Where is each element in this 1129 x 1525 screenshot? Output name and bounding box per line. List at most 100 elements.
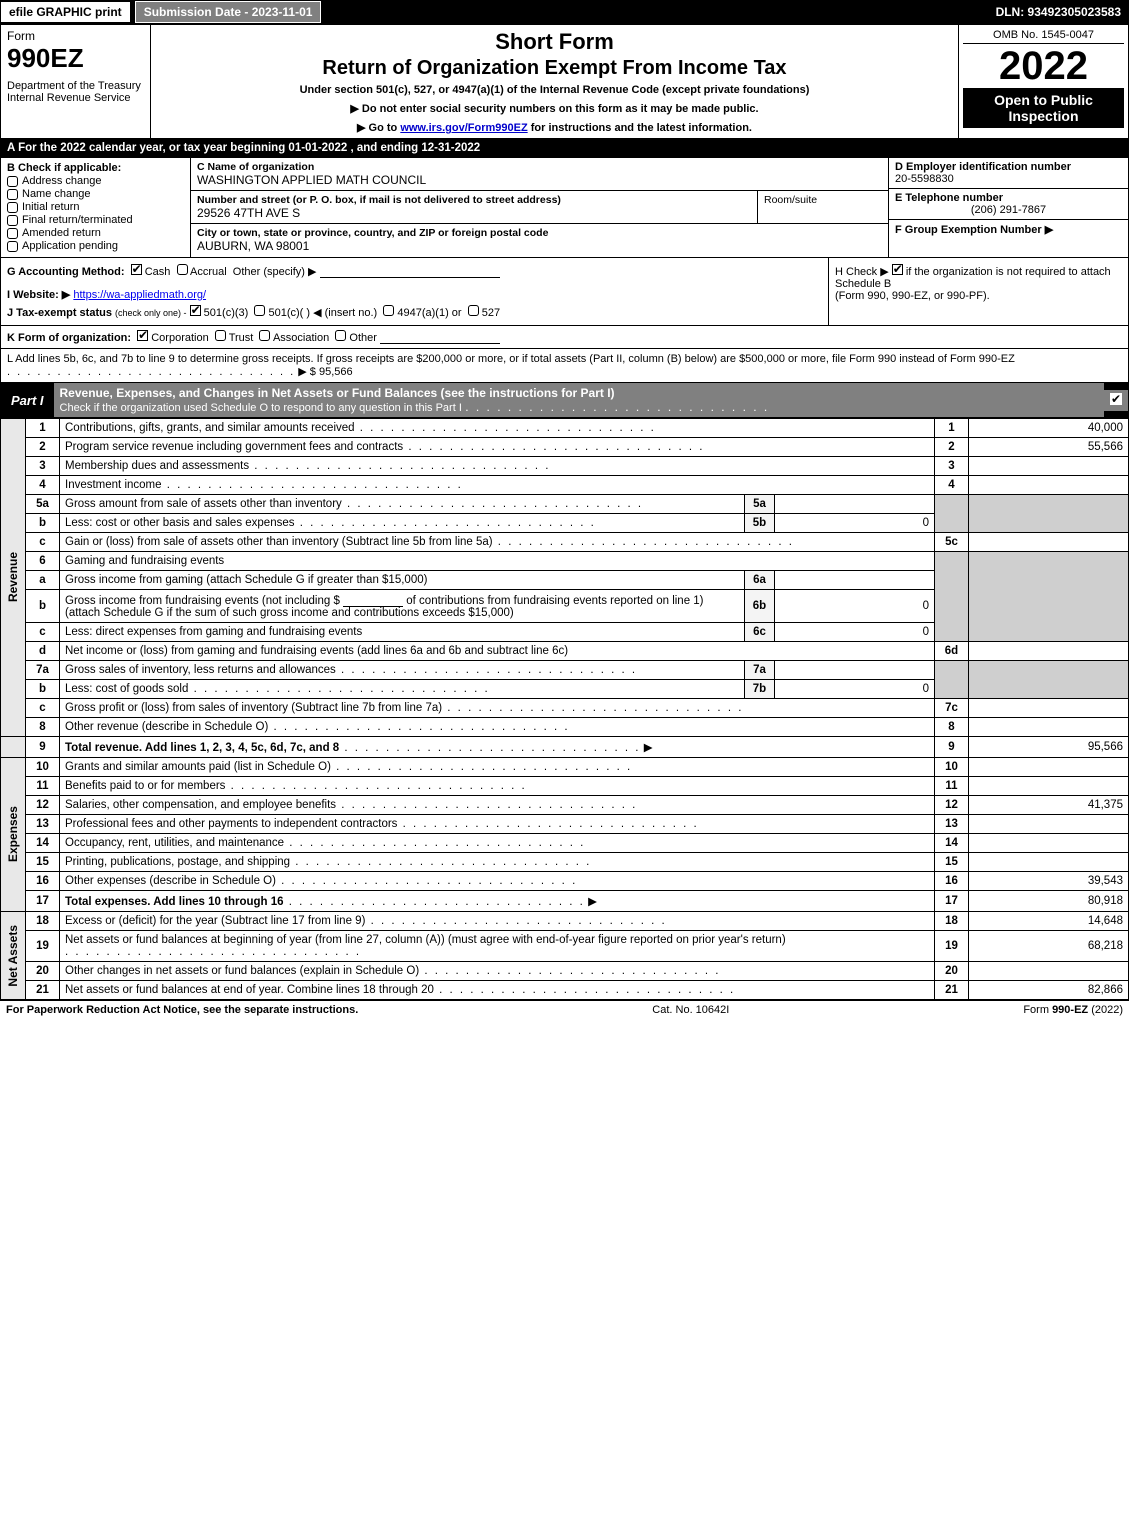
desc-text: Salaries, other compensation, and employ… (65, 799, 336, 811)
line-desc: Less: cost or other basis and sales expe… (60, 514, 745, 533)
table-row: 13 Professional fees and other payments … (1, 815, 1129, 834)
part1-title: Revenue, Expenses, and Changes in Net As… (54, 383, 1104, 417)
phone-value: (206) 291-7867 (895, 204, 1122, 216)
line-no: 21 (26, 981, 60, 1000)
ck-trust[interactable] (215, 330, 226, 341)
line-desc: Total expenses. Add lines 10 through 16 … (60, 891, 935, 912)
ck-accrual[interactable] (177, 264, 188, 275)
line-no: b (26, 680, 60, 699)
box-val (969, 642, 1129, 661)
other-specify-field[interactable] (320, 264, 500, 278)
ck-final-return[interactable]: Final return/terminated (7, 214, 184, 226)
desc-text: Net assets or fund balances at beginning… (65, 934, 786, 946)
dots (342, 498, 643, 510)
dots (403, 441, 704, 453)
ck-501c[interactable] (254, 305, 265, 316)
part1-title-bold: Revenue, Expenses, and Changes in Net As… (60, 386, 615, 400)
top-bar: efile GRAPHIC print Submission Date - 20… (0, 0, 1129, 24)
side-blank (1, 737, 26, 758)
ck-527[interactable] (468, 305, 479, 316)
h-sub: (Form 990, 990-EZ, or 990-PF). (835, 290, 990, 302)
checkbox-icon (7, 202, 18, 213)
dots (284, 837, 585, 849)
ck-name-change[interactable]: Name change (7, 188, 184, 200)
contrib-amount-field[interactable] (343, 593, 403, 607)
ck-application-pending[interactable]: Application pending (7, 240, 184, 252)
table-row: Revenue 1 Contributions, gifts, grants, … (1, 419, 1129, 438)
line-no: b (26, 590, 60, 623)
line-no: 18 (26, 912, 60, 931)
box-val: 40,000 (969, 419, 1129, 438)
directive-ssn: ▶ Do not enter social security numbers o… (157, 102, 952, 115)
irs-link[interactable]: www.irs.gov/Form990EZ (400, 122, 527, 134)
desc-text: Grants and similar amounts paid (list in… (65, 761, 331, 773)
desc-text: Total revenue. Add lines 1, 2, 3, 4, 5c,… (65, 742, 339, 754)
line-desc: Benefits paid to or for members (60, 777, 935, 796)
dots (65, 946, 361, 958)
submission-date: Submission Date - 2023-11-01 (135, 1, 322, 23)
other-org-field[interactable] (380, 330, 500, 344)
checkbox-icon (7, 241, 18, 252)
sub-val (775, 571, 935, 590)
dots (225, 780, 526, 792)
col-c-org-info: C Name of organization WASHINGTON APPLIE… (191, 158, 888, 257)
dots (331, 761, 632, 773)
line-desc: Net assets or fund balances at beginning… (60, 931, 935, 962)
phone-cell: E Telephone number (206) 291-7867 (889, 189, 1128, 220)
box-val (969, 699, 1129, 718)
ck-label: Initial return (22, 201, 79, 213)
ck-corporation[interactable] (137, 330, 148, 341)
opt-501c3: 501(c)(3) (204, 307, 249, 319)
header-center: Short Form Return of Organization Exempt… (151, 25, 958, 138)
ck-4947[interactable] (383, 305, 394, 316)
box-val (969, 834, 1129, 853)
checkbox-icon (7, 189, 18, 200)
sub-val (775, 495, 935, 514)
ck-schedule-b[interactable] (892, 264, 903, 275)
other-label: Other (specify) ▶ (233, 266, 317, 278)
line-no: 2 (26, 438, 60, 457)
org-name-label: C Name of organization (197, 161, 882, 173)
box-val (969, 476, 1129, 495)
j-sub: (check only one) - (115, 308, 187, 318)
gross-receipts-value: 95,566 (319, 366, 353, 378)
ck-label: Address change (22, 175, 102, 187)
checkbox-icon (7, 176, 18, 187)
table-row: 7a Gross sales of inventory, less return… (1, 661, 1129, 680)
line-no: c (26, 699, 60, 718)
box-val (969, 777, 1129, 796)
netassets-side: Net Assets (1, 912, 26, 1000)
box-no: 9 (935, 737, 969, 758)
irs-label: Internal Revenue Service (7, 92, 144, 104)
ck-address-change[interactable]: Address change (7, 175, 184, 187)
ck-schedule-o[interactable] (1110, 393, 1122, 405)
part1-header: Part I Revenue, Expenses, and Changes in… (0, 383, 1129, 418)
sub-no: 5a (745, 495, 775, 514)
footer-pre: Form (1023, 1004, 1052, 1016)
ck-cash[interactable] (131, 264, 142, 275)
shaded-cell (969, 552, 1129, 642)
desc-text: Less: direct expenses from gaming and fu… (65, 626, 362, 638)
website-link[interactable]: https://wa-appliedmath.org/ (73, 289, 206, 301)
ck-association[interactable] (259, 330, 270, 341)
part1-checkbox-wrap (1104, 390, 1128, 411)
ck-initial-return[interactable]: Initial return (7, 201, 184, 213)
accounting-method: G Accounting Method: Cash Accrual Other … (1, 258, 828, 325)
box-val: 39,543 (969, 872, 1129, 891)
line-desc: Gross sales of inventory, less returns a… (60, 661, 745, 680)
line-no: 17 (26, 891, 60, 912)
subtitle: Under section 501(c), 527, or 4947(a)(1)… (157, 84, 952, 96)
dots (355, 422, 656, 434)
sub-val: 0 (775, 623, 935, 642)
ck-501c3[interactable] (190, 305, 201, 316)
ck-other-org[interactable] (335, 330, 346, 341)
main-title: Return of Organization Exempt From Incom… (157, 57, 952, 80)
box-val: 82,866 (969, 981, 1129, 1000)
expenses-side-label: Expenses (6, 806, 20, 862)
line-no: 11 (26, 777, 60, 796)
line-no: 7a (26, 661, 60, 680)
ein-value: 20-5598830 (895, 173, 1122, 185)
line-desc: Gain or (loss) from sale of assets other… (60, 533, 935, 552)
ck-amended-return[interactable]: Amended return (7, 227, 184, 239)
ck-label: Application pending (22, 240, 118, 252)
